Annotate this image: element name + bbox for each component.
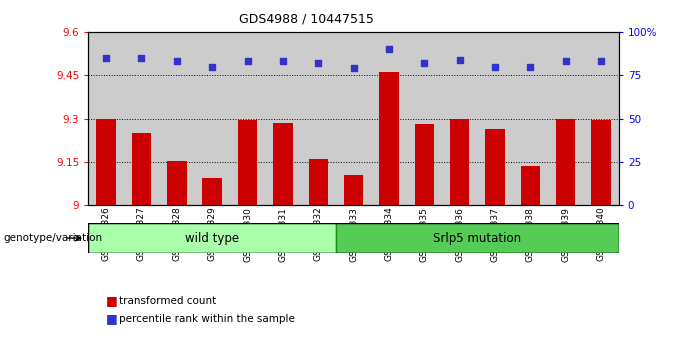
Bar	[450, 119, 469, 205]
Bar	[88, 32, 124, 205]
Bar	[88, 223, 336, 253]
Point	[419, 60, 430, 66]
Bar	[371, 32, 407, 205]
Point	[348, 65, 359, 71]
Bar	[238, 120, 257, 205]
Bar	[97, 119, 116, 205]
Bar	[265, 32, 301, 205]
Bar	[521, 166, 540, 205]
Point	[525, 64, 536, 69]
Text: ■: ■	[105, 295, 117, 307]
Point	[277, 58, 288, 64]
Text: wild type: wild type	[185, 232, 239, 245]
Text: GDS4988 / 10447515: GDS4988 / 10447515	[239, 12, 373, 25]
Bar	[301, 32, 336, 205]
Text: genotype/variation: genotype/variation	[3, 233, 103, 243]
Bar	[159, 32, 194, 205]
Bar	[442, 32, 477, 205]
Bar	[344, 175, 363, 205]
Point	[207, 64, 218, 69]
Bar	[194, 32, 230, 205]
Point	[560, 58, 571, 64]
Bar	[167, 160, 186, 205]
Point	[384, 46, 394, 52]
Bar	[203, 178, 222, 205]
Point	[171, 58, 182, 64]
Text: percentile rank within the sample: percentile rank within the sample	[119, 314, 295, 324]
Bar	[273, 123, 292, 205]
Bar	[407, 32, 442, 205]
Point	[136, 55, 147, 61]
Bar	[230, 32, 265, 205]
Bar	[336, 223, 619, 253]
Bar	[379, 72, 398, 205]
Bar	[309, 159, 328, 205]
Point	[490, 64, 500, 69]
Point	[313, 60, 324, 66]
Point	[101, 55, 112, 61]
Bar	[124, 32, 159, 205]
Point	[242, 58, 253, 64]
Bar	[415, 124, 434, 205]
Bar	[486, 129, 505, 205]
Bar	[477, 32, 513, 205]
Text: transformed count: transformed count	[119, 296, 216, 306]
Point	[596, 58, 607, 64]
Bar	[556, 119, 575, 205]
Bar	[548, 32, 583, 205]
Bar	[132, 133, 151, 205]
Point	[454, 57, 465, 62]
Bar	[336, 32, 371, 205]
Text: Srlp5 mutation: Srlp5 mutation	[433, 232, 522, 245]
Text: ■: ■	[105, 312, 117, 325]
Bar	[592, 120, 611, 205]
Bar	[513, 32, 548, 205]
Bar	[583, 32, 619, 205]
